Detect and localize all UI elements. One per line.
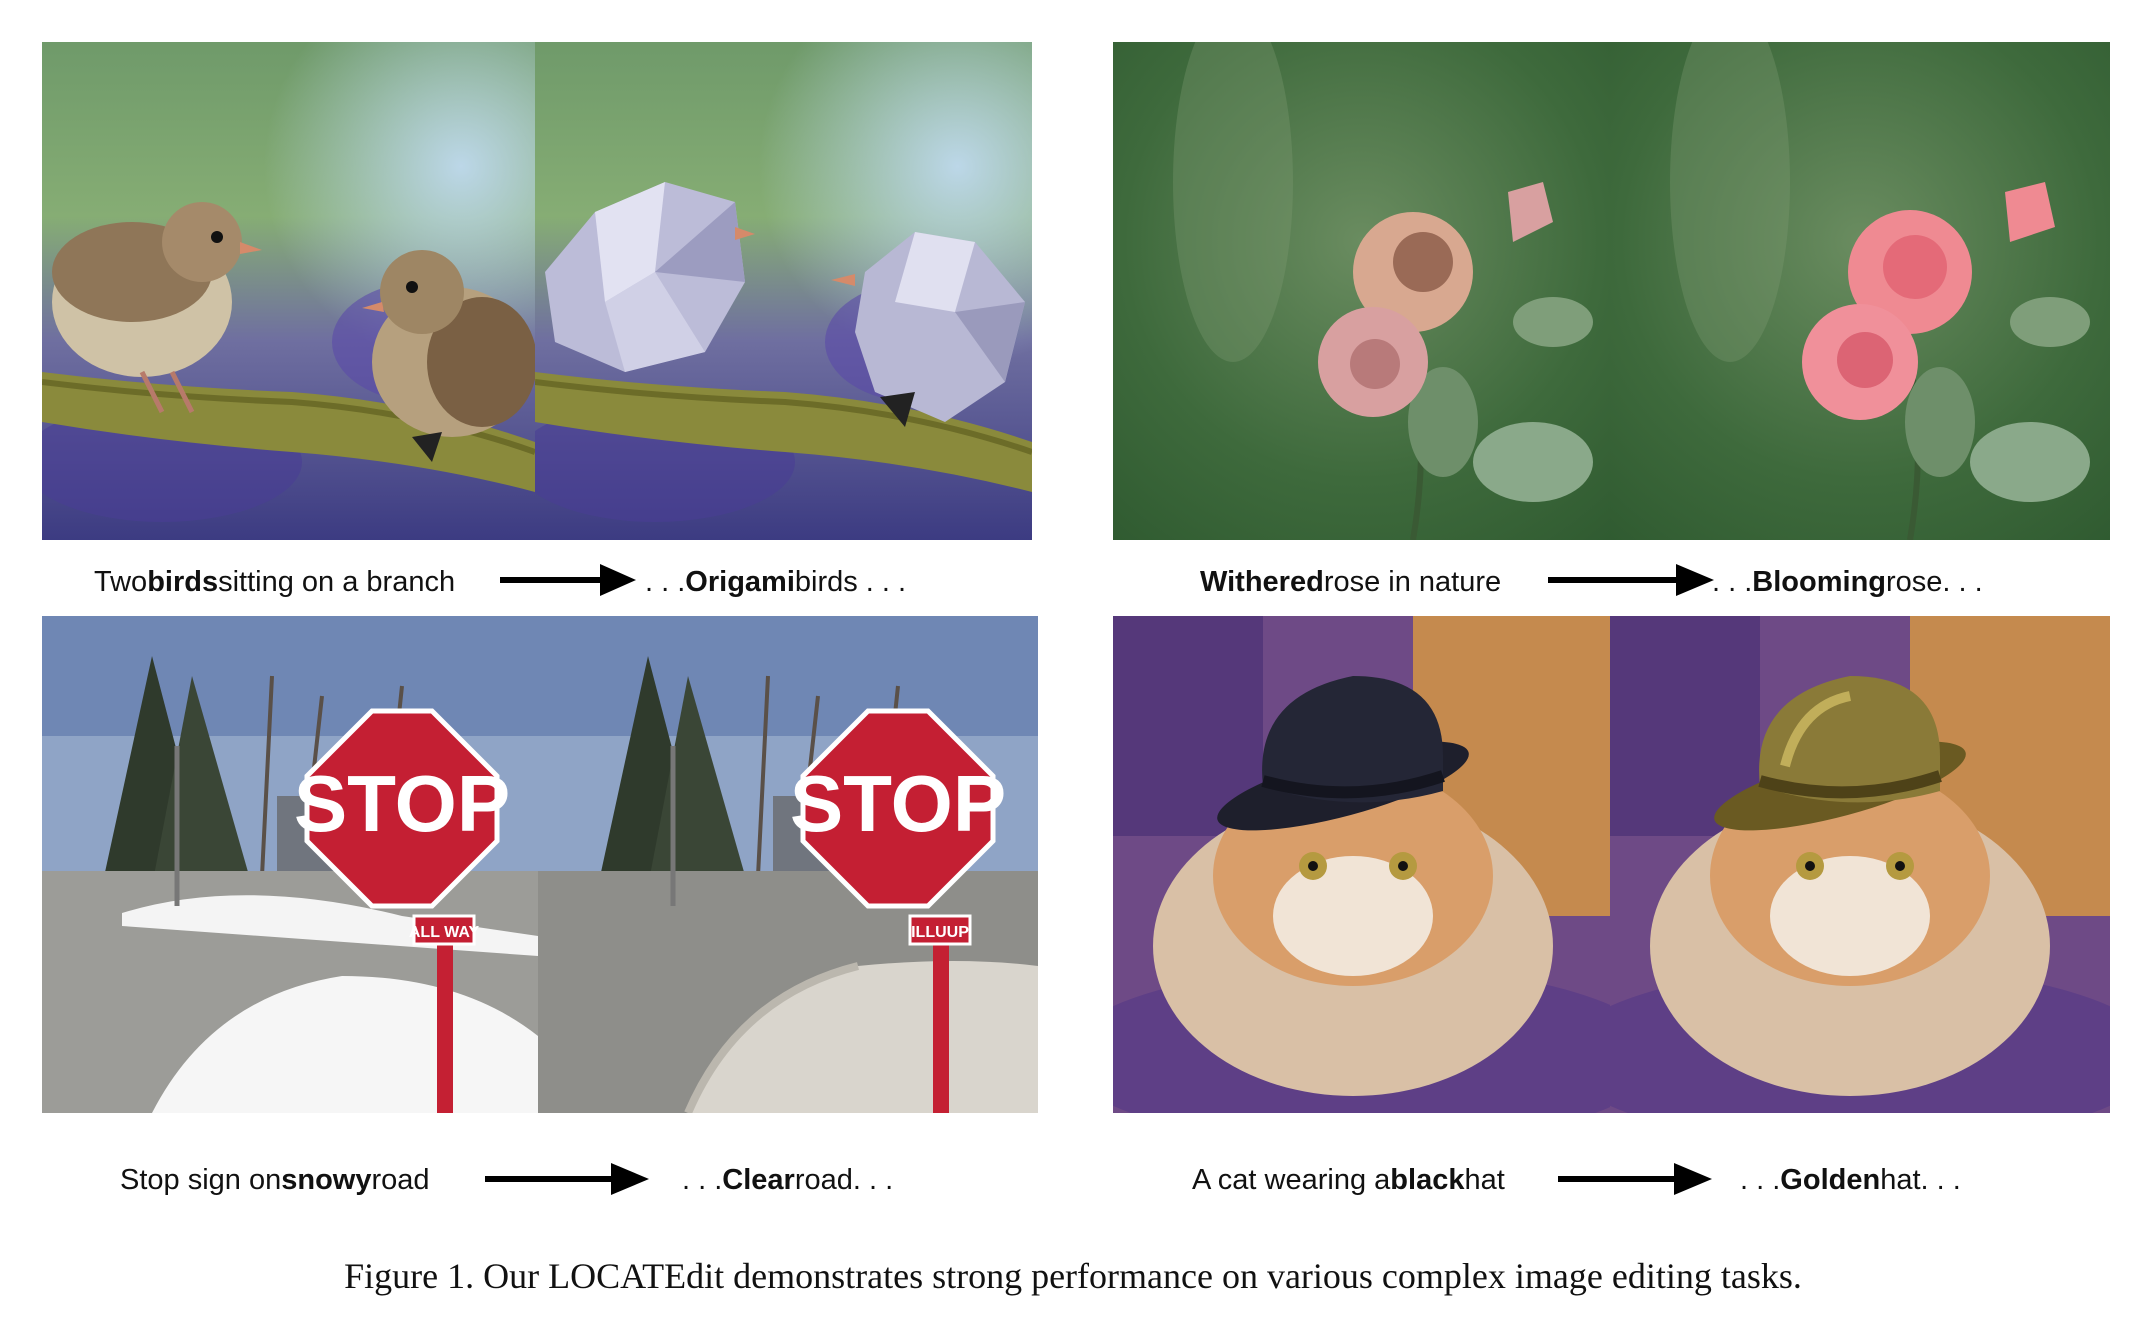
prompt-keyword: Withered (1200, 565, 1324, 598)
prompt-text: . . . (682, 1163, 723, 1196)
prompt-text: sitting on a branch (218, 565, 456, 598)
prompt-text: . . . (1740, 1163, 1781, 1196)
rose-edited-image (1610, 42, 2110, 540)
cat-edited-image (1610, 616, 2110, 1113)
example-4-target-prompt: . . . Golden hat. . . (1740, 1150, 1961, 1210)
arrow-icon (1548, 564, 1714, 596)
prompt-keyword: Golden (1780, 1163, 1881, 1196)
birds-edited-image (535, 42, 1032, 540)
example-2-source-prompt: Withered rose in nature (1200, 552, 1501, 612)
prompt-keyword: black (1390, 1163, 1465, 1196)
figure-caption: Figure 1. Our LOCATEdit demonstrates str… (344, 1256, 1802, 1296)
all-way-sign-text: ILLUUP (911, 924, 969, 941)
arrow-icon (500, 564, 636, 596)
prompt-text: road (371, 1163, 430, 1196)
prompt-keyword: snowy (281, 1163, 372, 1196)
rose-original-image (1113, 42, 1610, 540)
arrow-icon (1558, 1163, 1712, 1195)
prompt-text: rose. . . (1886, 565, 1983, 598)
stop-sign-text: STOP (294, 759, 510, 848)
example-3-source-prompt: Stop sign on snowy road (120, 1150, 430, 1210)
prompt-text: rose in nature (1323, 565, 1502, 598)
example-1-source-prompt: Two birds sitting on a branch (94, 552, 455, 612)
prompt-text: . . . (1712, 565, 1753, 598)
birds-original-image (42, 42, 535, 540)
prompt-text: . . . (645, 565, 686, 598)
example-3-target-prompt: . . . Clear road. . . (682, 1150, 893, 1210)
stop-sign-text: STOP (790, 759, 1006, 848)
prompt-keyword: Clear (722, 1163, 795, 1196)
prompt-text: hat. . . (1880, 1163, 1961, 1196)
all-way-sign-text: ALL WAY (409, 924, 480, 941)
prompt-text: Stop sign on (120, 1163, 282, 1196)
stop-sign-original-image: STOP ALL WAY (42, 616, 538, 1113)
example-1-target-prompt: . . . Origami birds . . . (645, 552, 906, 612)
prompt-text: road. . . (794, 1163, 894, 1196)
prompt-keyword: Blooming (1752, 565, 1886, 598)
prompt-text: Two (94, 565, 148, 598)
prompt-text: A cat wearing a (1192, 1163, 1391, 1196)
prompt-text: hat (1464, 1163, 1505, 1196)
stop-sign-edited-image: STOP ILLUUP (538, 616, 1038, 1113)
example-2-target-prompt: . . . Blooming rose. . . (1712, 552, 1983, 612)
prompt-keyword: Origami (685, 565, 795, 598)
cat-original-image (1113, 616, 1610, 1113)
example-4-source-prompt: A cat wearing a black hat (1192, 1150, 1505, 1210)
prompt-keyword: birds (147, 565, 219, 598)
prompt-text: birds . . . (794, 565, 907, 598)
arrow-icon (485, 1163, 649, 1195)
